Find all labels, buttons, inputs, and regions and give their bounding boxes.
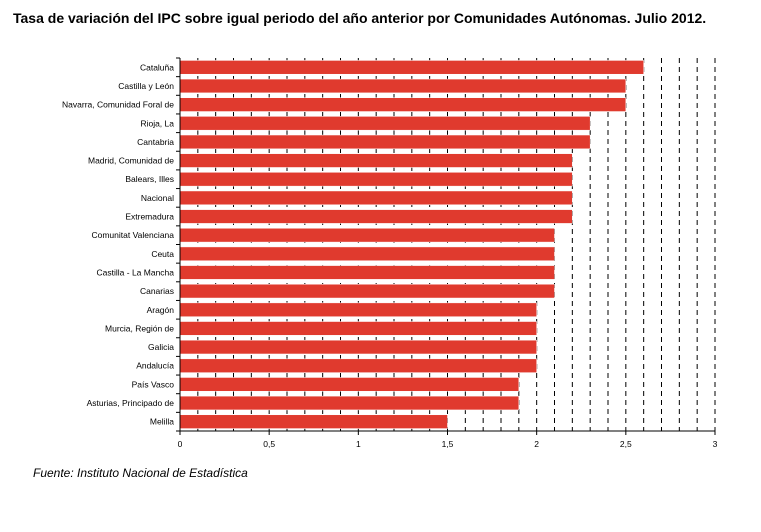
category-label-1: Castilla y León [118,81,174,91]
x-tick-label-0: 0 [178,439,183,449]
x-tick-label-1: 0,5 [263,439,275,449]
category-label-4: Cantabria [137,137,174,147]
source-note: Fuente: Instituto Nacional de Estadístic… [33,466,248,480]
category-label-14: Murcia, Región de [105,323,174,333]
chart-title: Tasa de variación del IPC sobre igual pe… [13,10,707,26]
bar-9 [179,228,555,243]
category-label-18: Asturias, Principado de [87,398,175,408]
bar-18 [179,395,520,411]
bar-3 [179,116,591,131]
category-label-12: Canarias [140,286,174,296]
bar-14 [179,321,537,336]
category-label-9: Comunitat Valenciana [91,230,174,240]
bar-4 [179,134,591,150]
category-label-2: Navarra, Comunidad Foral de [62,100,174,110]
bar-5 [179,153,573,168]
category-label-7: Nacional [141,193,174,203]
category-label-10: Ceuta [151,249,174,259]
category-labels: Cataluña Castilla y León Navarra, Comunida… [62,62,174,426]
category-label-0: Cataluña [140,62,174,72]
x-tick-label-3: 1,5 [442,439,454,449]
bar-2 [179,97,627,112]
bar-13 [179,302,537,317]
bar-7 [179,190,573,206]
x-tick-label-2: 1 [356,439,361,449]
x-tick-label-4: 2 [534,439,539,449]
bar-17 [179,377,520,392]
x-tick-labels: 0 0,5 1 1,5 2 2,5 3 [178,439,718,449]
category-label-13: Aragón [147,305,175,315]
category-label-8: Extremadura [125,212,174,222]
bar-8 [179,209,573,224]
category-label-15: Galicia [148,342,174,352]
gridlines [197,58,716,431]
x-tick-label-5: 2,5 [620,439,632,449]
bar-16 [179,358,537,373]
bar-19 [179,414,448,429]
category-label-17: País Vasco [132,379,175,389]
category-label-3: Rioja, La [140,118,174,128]
bar-12 [179,283,555,299]
category-label-19: Melilla [150,417,174,427]
x-tick-label-6: 3 [713,439,718,449]
category-label-6: Balears, Illes [125,174,174,184]
bar-1 [179,78,627,94]
bar-10 [179,246,555,261]
category-label-5: Madrid, Comunidad de [88,156,174,166]
category-label-11: Castilla - La Mancha [97,267,175,277]
category-label-16: Andalucía [136,361,174,371]
axes [176,57,716,435]
bars [179,60,644,429]
bar-6 [179,172,573,187]
bar-11 [179,265,555,280]
bar-0 [179,60,644,75]
bar-15 [179,339,537,355]
